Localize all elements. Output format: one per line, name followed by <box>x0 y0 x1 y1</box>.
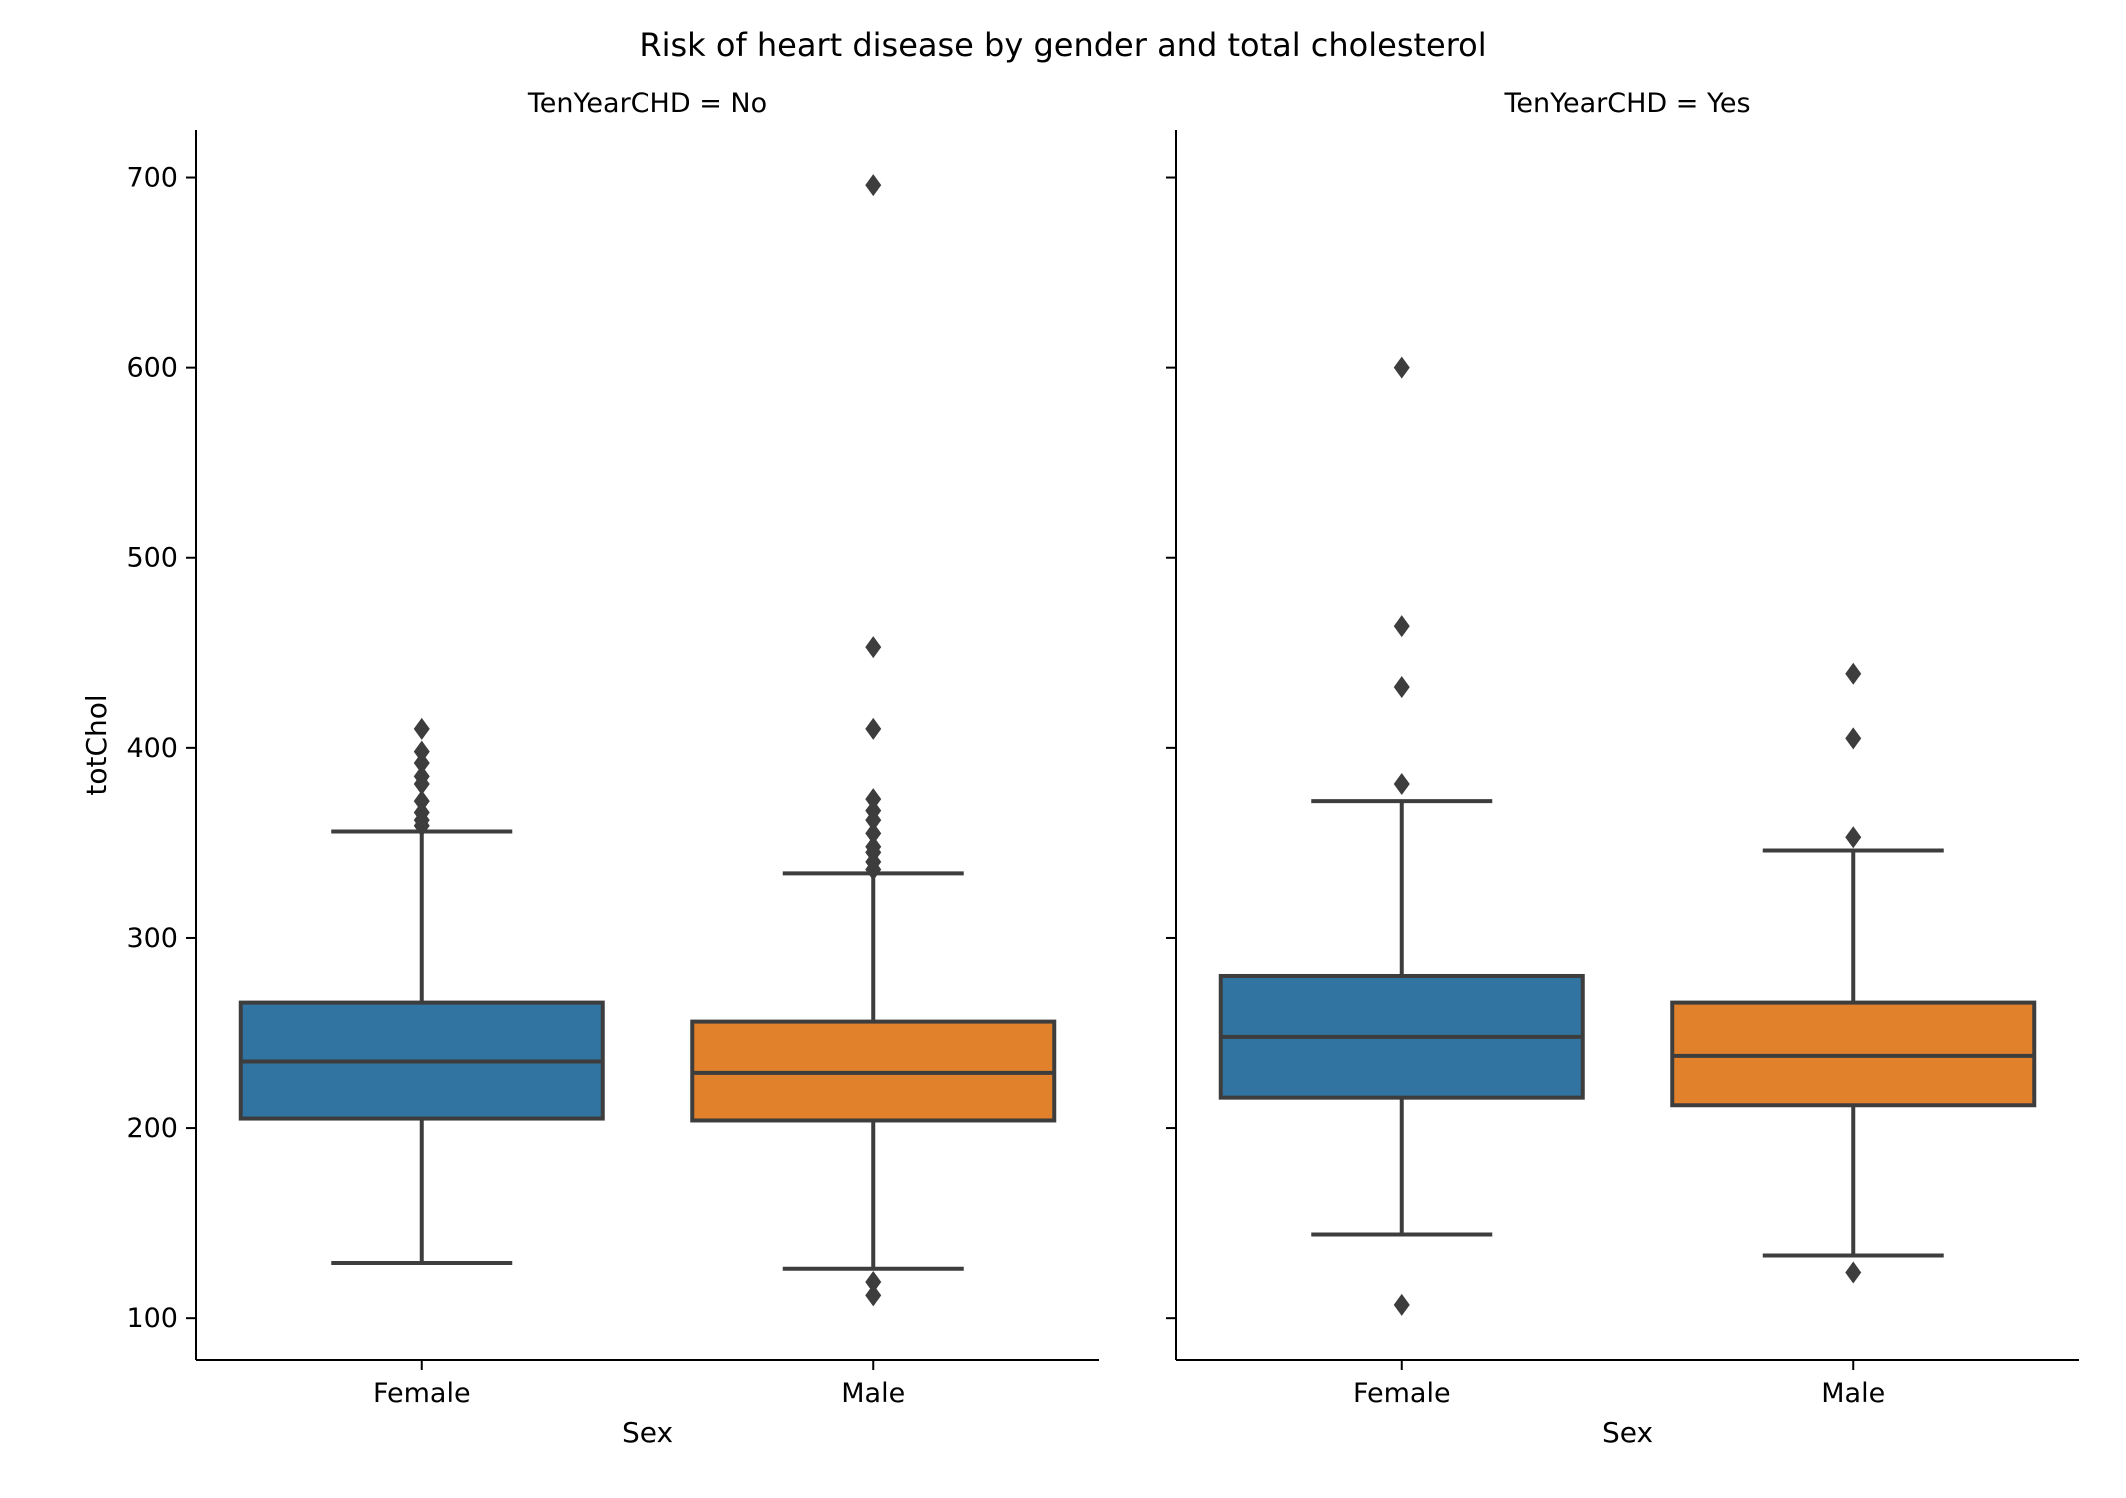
outlier-point <box>1845 727 1862 750</box>
outlier-point <box>865 822 882 845</box>
outlier-point <box>865 717 882 740</box>
outlier-point <box>865 636 882 659</box>
outlier-point <box>413 765 430 788</box>
y-tick-label: 300 <box>126 923 178 954</box>
chart-title: Risk of heart disease by gender and tota… <box>639 26 1486 64</box>
box-male <box>1670 662 2037 1284</box>
y-tick-label: 400 <box>126 733 178 764</box>
x-tick-label: Male <box>1821 1378 1885 1409</box>
box-male <box>690 174 1057 1307</box>
outlier-point <box>1393 356 1410 379</box>
x-axis-label: Sex <box>622 1416 673 1449</box>
outlier-point <box>865 835 882 858</box>
y-axis-label: totChol <box>80 694 113 795</box>
outlier-point <box>413 801 430 824</box>
panel-title: TenYearCHD = No <box>527 88 767 119</box>
outlier-point <box>865 1284 882 1307</box>
y-tick-label: 700 <box>126 163 178 194</box>
x-axis-label: Sex <box>1602 1416 1653 1449</box>
outlier-point <box>413 790 430 813</box>
x-tick-label: Female <box>373 1378 471 1409</box>
panels: TenYearCHD = No 100 200 300 400 500 600 700 Fema… <box>126 88 2079 1449</box>
y-tick-label: 200 <box>126 1113 178 1144</box>
outlier-point <box>865 799 882 822</box>
outlier-point <box>865 174 882 197</box>
outlier-point <box>1845 1261 1862 1284</box>
y-tick-label: 600 <box>126 353 178 384</box>
panel-title: TenYearCHD = Yes <box>1503 88 1750 119</box>
panel-1: TenYearCHD = No 100 200 300 400 500 600 700 Fema… <box>126 88 1099 1449</box>
outlier-point <box>1393 676 1410 699</box>
y-tick-label: 100 <box>126 1303 178 1334</box>
outlier-point <box>865 788 882 811</box>
box-female <box>1218 356 1585 1316</box>
outlier-point <box>865 1271 882 1294</box>
panel-2: TenYearCHD = Yes Female Male Sex <box>1166 88 2079 1449</box>
outlier-point <box>1393 615 1410 638</box>
outlier-point <box>1845 662 1862 685</box>
x-tick-label: Female <box>1353 1378 1451 1409</box>
outlier-point <box>413 717 430 740</box>
y-tick-label: 500 <box>126 543 178 574</box>
x-tick-label: Male <box>841 1378 905 1409</box>
outlier-point <box>1393 772 1410 795</box>
outlier-point <box>1845 826 1862 849</box>
outlier-point <box>1393 1293 1410 1316</box>
outlier-point <box>413 740 430 763</box>
outlier-point <box>413 752 430 775</box>
box-female <box>238 717 605 1266</box>
